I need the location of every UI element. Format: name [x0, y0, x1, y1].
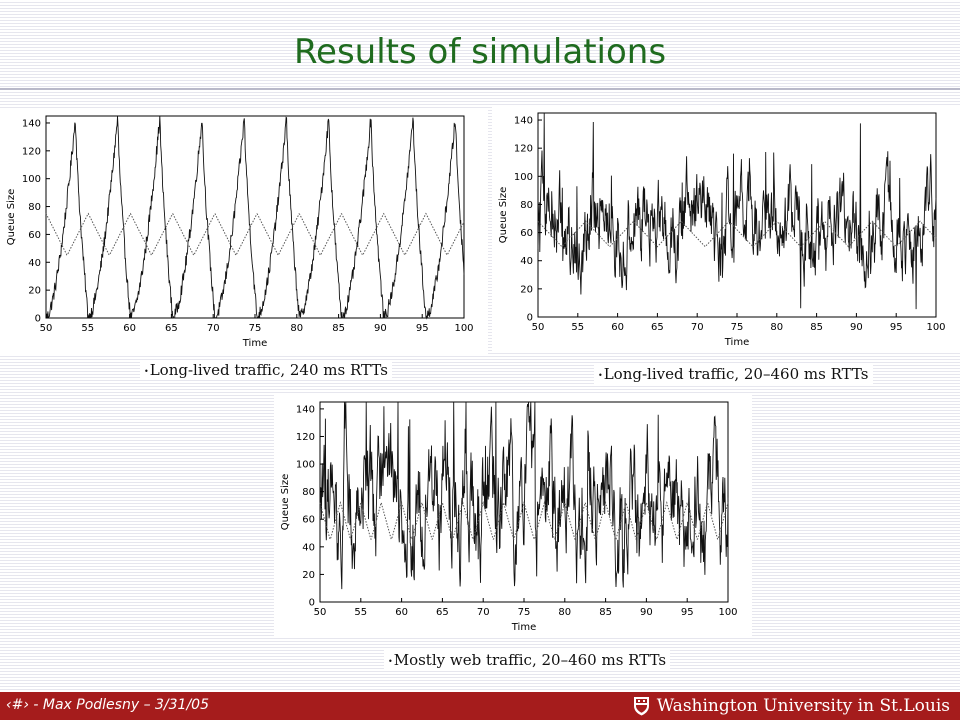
x-tick-label: 65 — [165, 323, 178, 334]
y-tick-label: 100 — [296, 460, 315, 471]
chart-caption: •Mostly web traffic, 20–460 ms RTTs — [384, 650, 671, 670]
x-tick-label: 55 — [81, 323, 94, 334]
x-tick-label: 90 — [850, 322, 863, 333]
y-tick-label: 120 — [296, 432, 315, 443]
x-tick-label: 55 — [571, 322, 584, 333]
x-tick-label: 70 — [207, 323, 220, 334]
bullet-icon: • — [598, 370, 603, 380]
y-tick-label: 80 — [302, 487, 315, 498]
y-axis-label: Queue Size — [6, 189, 17, 246]
y-tick-label: 120 — [514, 144, 533, 155]
chart-caption: •Long-lived traffic, 20–460 ms RTTs — [594, 364, 873, 384]
y-tick-label: 80 — [28, 202, 41, 213]
shield-icon — [633, 697, 649, 716]
chart-panel: 50 55 60 65 70 75 80 85 90 95 100 0 20 40 60 80 100 120 14… — [0, 108, 488, 354]
y-tick-label: 120 — [22, 146, 41, 157]
y-axis-label: Queue Size — [280, 474, 291, 531]
x-tick-label: 50 — [314, 607, 327, 618]
chart-panel: 50 55 60 65 70 75 80 85 90 95 100 0 20 40 60 80 100 120 14… — [492, 105, 960, 353]
y-axis-label: Queue Size — [498, 187, 509, 244]
x-tick-label: 75 — [518, 607, 531, 618]
series-line-solid — [45, 115, 465, 320]
bullet-icon: • — [388, 656, 393, 666]
footer-bar: ‹#› - Max Podlesny – 3/31/05 Washington … — [0, 692, 960, 720]
x-tick-label: 60 — [395, 607, 408, 618]
series-line-solid — [537, 112, 937, 310]
series-line-dotted — [537, 220, 937, 248]
x-tick-label: 85 — [599, 607, 612, 618]
x-axis-label: Time — [242, 338, 267, 349]
y-tick-label: 100 — [514, 172, 533, 183]
chart-caption-text: Mostly web traffic, 20–460 ms RTTs — [393, 651, 667, 669]
y-tick-label: 20 — [28, 286, 41, 297]
chart-queue-size-long-lived-240ms: 50 55 60 65 70 75 80 85 90 95 100 0 20 40 60 80 100 120 14… — [6, 115, 474, 349]
chart-queue-size-mostly-web: 50 55 60 65 70 75 80 85 90 95 100 0 20 40 60 80 100 120 14… — [280, 401, 738, 633]
x-tick-label: 70 — [691, 322, 704, 333]
x-tick-label: 65 — [436, 607, 449, 618]
x-tick-label: 60 — [611, 322, 624, 333]
x-tick-label: 95 — [681, 607, 694, 618]
x-tick-label: 50 — [532, 322, 545, 333]
y-tick-label: 140 — [514, 116, 533, 127]
x-tick-label: 100 — [454, 323, 473, 334]
y-tick-label: 40 — [520, 256, 533, 267]
x-tick-label: 65 — [651, 322, 664, 333]
y-tick-label: 100 — [22, 174, 41, 185]
y-tick-label: 60 — [302, 515, 315, 526]
x-tick-label: 80 — [558, 607, 571, 618]
footer-logo-text: Washington University in St.Louis — [656, 696, 950, 716]
x-tick-label: 90 — [374, 323, 387, 334]
chart-caption-text: Long-lived traffic, 20–460 ms RTTs — [603, 365, 869, 383]
x-tick-label: 60 — [123, 323, 136, 334]
x-tick-label: 70 — [477, 607, 490, 618]
y-tick-label: 60 — [520, 228, 533, 239]
footer-text: ‹#› - Max Podlesny – 3/31/05 — [6, 697, 209, 713]
chart-caption: •Long-lived traffic, 240 ms RTTs — [140, 360, 392, 380]
x-tick-label: 80 — [290, 323, 303, 334]
y-tick-label: 0 — [527, 313, 533, 324]
series-line-solid — [319, 401, 729, 590]
series-line-dotted — [319, 501, 729, 540]
x-tick-label: 90 — [640, 607, 653, 618]
x-tick-label: 75 — [249, 323, 262, 334]
x-tick-label: 95 — [890, 322, 903, 333]
university-logo: Washington University in St.Louis — [633, 695, 950, 717]
y-tick-label: 80 — [520, 200, 533, 211]
chart-caption-text: Long-lived traffic, 240 ms RTTs — [149, 361, 388, 379]
chart-queue-size-long-lived-20-460ms: 50 55 60 65 70 75 80 85 90 95 100 0 20 40 60 80 100 120 14… — [498, 112, 946, 348]
y-tick-label: 40 — [302, 542, 315, 553]
y-tick-label: 20 — [302, 570, 315, 581]
x-axis-label: Time — [724, 337, 749, 348]
x-tick-label: 55 — [354, 607, 367, 618]
x-tick-label: 85 — [810, 322, 823, 333]
series-line-dotted — [45, 212, 465, 257]
y-tick-label: 20 — [520, 284, 533, 295]
y-tick-label: 140 — [296, 404, 315, 415]
y-tick-label: 140 — [22, 118, 41, 129]
chart-panel: 50 55 60 65 70 75 80 85 90 95 100 0 20 40 60 80 100 120 14… — [274, 394, 752, 638]
y-tick-label: 0 — [309, 598, 315, 609]
bullet-icon: • — [144, 366, 149, 376]
x-tick-label: 100 — [926, 322, 945, 333]
x-tick-label: 85 — [332, 323, 345, 334]
x-tick-label: 75 — [731, 322, 744, 333]
slide-title: Results of simulations — [293, 32, 667, 72]
x-tick-label: 100 — [718, 607, 737, 618]
y-tick-label: 0 — [35, 314, 41, 325]
y-tick-label: 60 — [28, 230, 41, 241]
title-divider — [0, 88, 960, 90]
y-tick-label: 40 — [28, 258, 41, 269]
x-tick-label: 50 — [40, 323, 53, 334]
x-tick-label: 95 — [416, 323, 429, 334]
x-tick-label: 80 — [770, 322, 783, 333]
x-axis-label: Time — [511, 622, 536, 633]
